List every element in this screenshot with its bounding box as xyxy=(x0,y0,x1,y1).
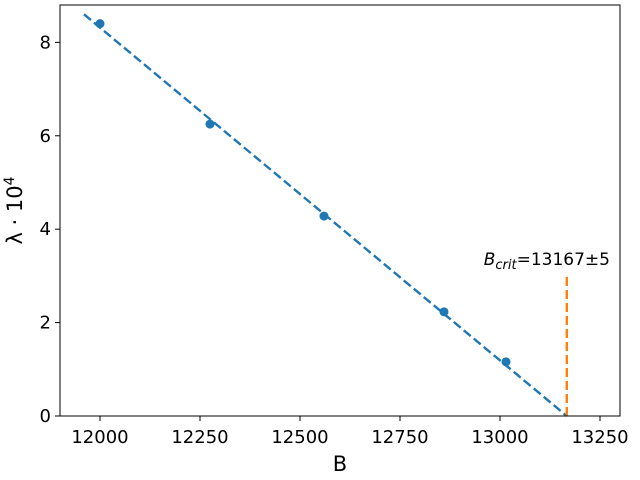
x-tick-label: 12250 xyxy=(171,427,228,448)
critical-value-annotation: Bcrit=13167±5 xyxy=(484,250,610,273)
y-tick-label: 4 xyxy=(40,219,51,240)
y-tick-label: 6 xyxy=(40,126,51,147)
y-axis-label-base: λ · 10 xyxy=(3,185,27,244)
x-tick-label: 12750 xyxy=(371,427,428,448)
plot-frame xyxy=(59,4,621,417)
y-axis-label-exponent: 4 xyxy=(2,176,18,185)
data-point xyxy=(205,119,215,129)
x-axis-ticks: 12000 12250 12500 12750 13000 13250 xyxy=(71,416,629,448)
y-tick-label: 0 xyxy=(40,406,51,427)
y-tick-label: 2 xyxy=(40,313,51,334)
x-tick-label: 13000 xyxy=(471,427,528,448)
x-tick-label: 12000 xyxy=(71,427,128,448)
annotation-variable: B xyxy=(484,250,496,270)
x-tick-label: 12500 xyxy=(271,427,328,448)
y-tick-label: 8 xyxy=(40,32,51,53)
annotation-subscript: crit xyxy=(495,258,517,273)
data-point xyxy=(439,307,449,317)
x-axis-label: B xyxy=(333,452,347,476)
data-point xyxy=(501,357,511,367)
data-point xyxy=(95,19,105,29)
data-point xyxy=(319,211,329,221)
y-axis-label: λ · 104 xyxy=(2,176,27,244)
y-axis-ticks: 0 2 4 6 8 xyxy=(40,32,60,427)
annotation-value: =13167±5 xyxy=(517,250,610,270)
x-tick-label: 13250 xyxy=(571,427,628,448)
plot-content xyxy=(83,13,568,417)
